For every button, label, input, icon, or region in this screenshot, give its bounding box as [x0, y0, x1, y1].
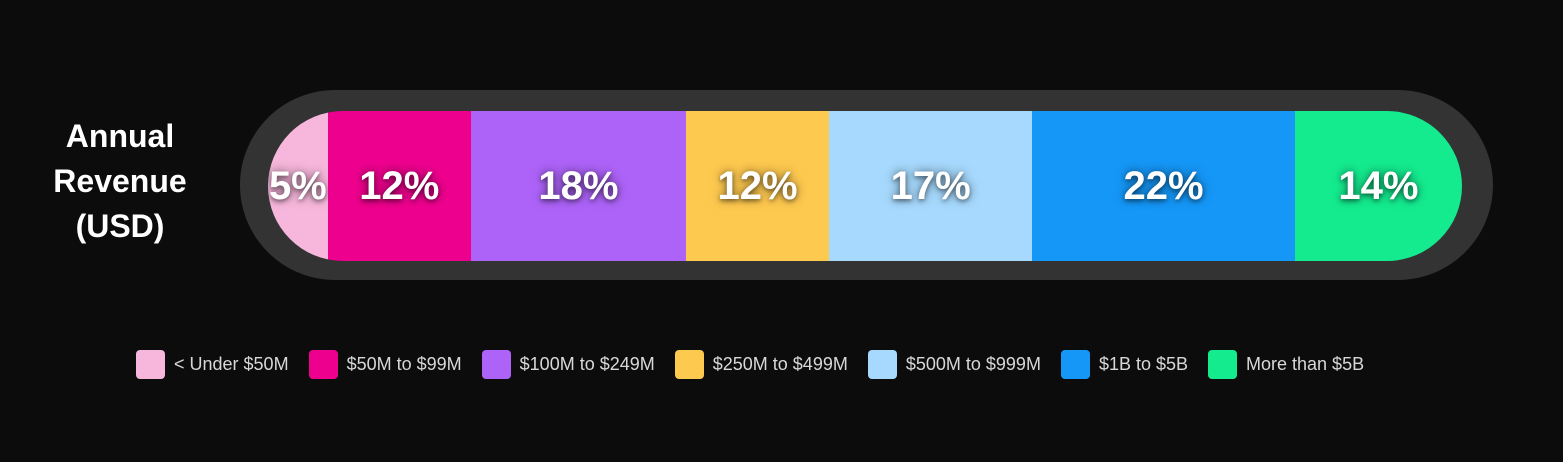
data-label: 12%	[717, 163, 798, 208]
legend-swatch	[1060, 349, 1090, 379]
bar-segment-2: 12%	[327, 111, 471, 261]
bar-segment-5: 17%	[829, 111, 1033, 261]
legend-item: $50M to $99M	[308, 349, 462, 379]
legend-label: < Under $50M	[174, 353, 289, 374]
legend-label: More than $5B	[1246, 353, 1365, 374]
stacked-bar: 5% 12% 18% 12% 17% 22% 14%	[268, 111, 1462, 261]
legend-item: $100M to $249M	[481, 349, 655, 379]
data-label: 5%	[268, 163, 327, 208]
legend-swatch	[308, 349, 338, 379]
legend-item: $500M to $999M	[867, 349, 1041, 379]
bar-segment-4: 12%	[685, 111, 830, 261]
bar-segment-6: 22%	[1032, 111, 1295, 261]
legend-label: $250M to $499M	[712, 353, 848, 374]
data-label: 18%	[538, 163, 619, 208]
data-label: 17%	[890, 163, 971, 208]
legend-item: $1B to $5B	[1060, 349, 1189, 379]
legend-label: $500M to $999M	[905, 353, 1041, 374]
bar-segment-1: 5%	[268, 111, 328, 261]
legend-swatch	[481, 349, 511, 379]
y-axis-label: Annual Revenue (USD)	[50, 114, 190, 249]
legend-label: $50M to $99M	[346, 353, 462, 374]
y-axis-label-line-3: (USD)	[75, 208, 165, 244]
legend-label: $1B to $5B	[1098, 353, 1189, 374]
legend-swatch	[1208, 349, 1238, 379]
legend-swatch	[674, 349, 704, 379]
y-axis-label-line-2: Revenue	[53, 163, 187, 199]
legend-item: More than $5B	[1208, 349, 1365, 379]
legend-item: < Under $50M	[136, 349, 289, 379]
bar-segment-7: 14%	[1294, 111, 1462, 261]
bar-segment-3: 18%	[470, 111, 686, 261]
legend-swatch	[136, 349, 165, 379]
data-label: 12%	[359, 163, 440, 208]
y-axis-label-line-1: Annual	[65, 118, 175, 154]
legend-label: $100M to $249M	[519, 353, 655, 374]
data-label: 14%	[1338, 163, 1419, 208]
legend-swatch	[867, 349, 897, 379]
legend: < Under $50M $50M to $99M $100M to $249M $2…	[136, 349, 1364, 379]
legend-item: $250M to $499M	[674, 349, 848, 379]
data-label: 22%	[1123, 163, 1204, 208]
